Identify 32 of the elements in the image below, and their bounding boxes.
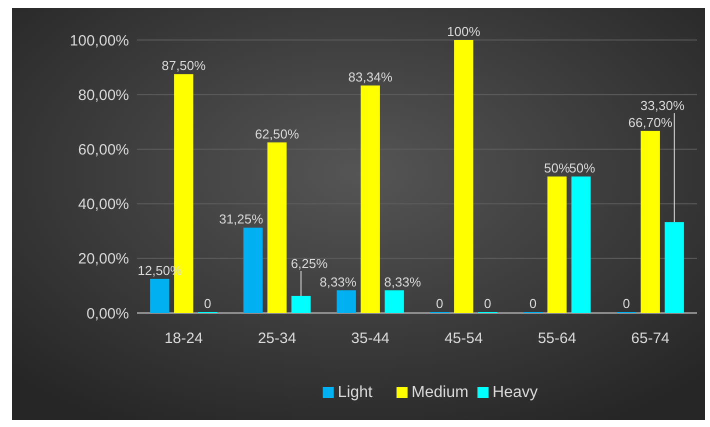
data-label: 50%: [544, 160, 570, 176]
data-label: 31,25%: [219, 212, 264, 227]
legend-label: Heavy: [492, 384, 538, 401]
x-tick-label: 35-44: [351, 330, 390, 347]
x-tick-label: 25-34: [258, 330, 296, 347]
data-label: 100%: [447, 24, 481, 39]
y-tick-label: 100,00%: [70, 32, 129, 50]
y-tick-label: 20,00%: [78, 250, 129, 268]
y-tick-label: 0,00%: [86, 305, 129, 322]
data-label: 0: [622, 296, 630, 311]
legend-label: Medium: [412, 384, 468, 401]
y-tick-label: 60,00%: [78, 141, 129, 158]
data-label: 83,34%: [348, 69, 393, 84]
data-label: 0: [529, 296, 537, 311]
x-tick-label: 18-24: [164, 330, 203, 347]
data-label: 50%: [569, 160, 596, 176]
data-label: 6,25%: [290, 256, 328, 271]
y-tick-label: 80,00%: [78, 86, 129, 104]
data-label: 66,70%: [628, 114, 673, 130]
legend-label: Light: [338, 384, 374, 401]
x-tick-label: 55-64: [538, 330, 576, 347]
data-label: 0: [484, 296, 492, 311]
x-tick-label: 65-74: [631, 330, 670, 347]
data-label: 87,50%: [162, 58, 206, 74]
data-label: 8,33%: [320, 274, 357, 290]
data-label: 0: [436, 296, 444, 311]
data-label: 8,33%: [384, 274, 422, 290]
y-tick-label: 40,00%: [78, 196, 129, 214]
data-label: 0: [204, 296, 212, 311]
x-tick-label: 45-54: [444, 330, 483, 347]
data-label: 33,30%: [640, 98, 685, 114]
data-label: 62,50%: [254, 126, 300, 142]
